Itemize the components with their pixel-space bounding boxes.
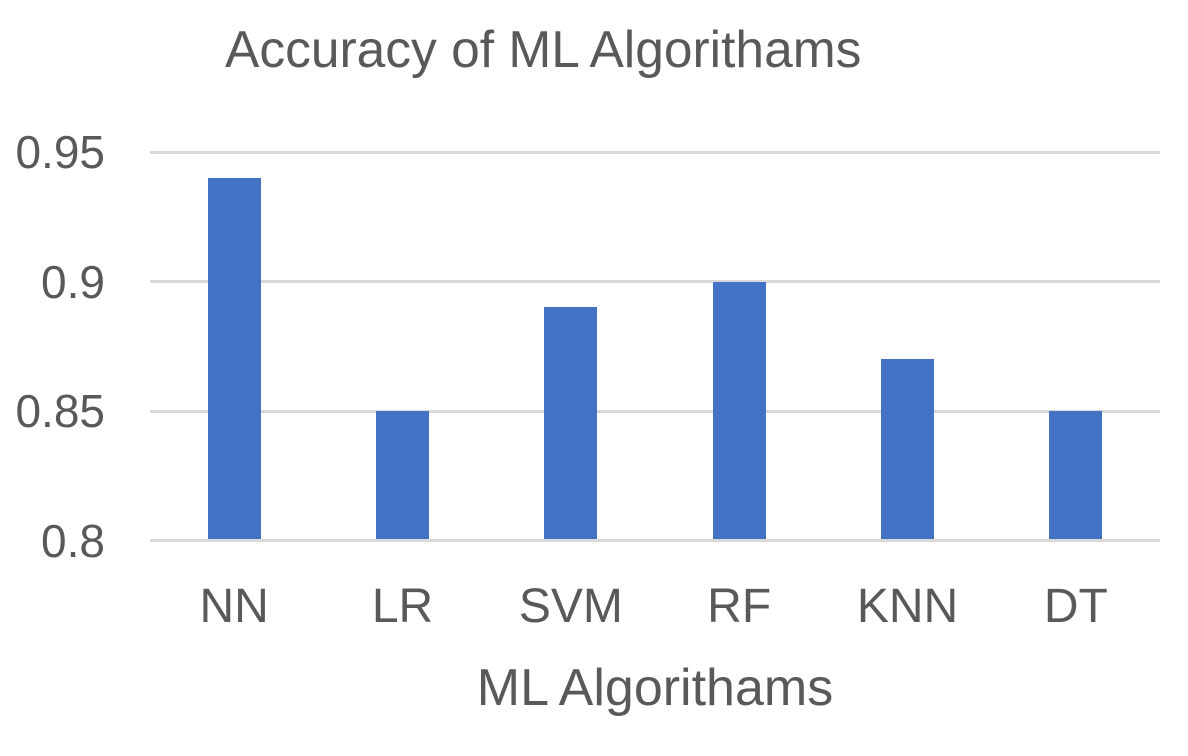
x-tick-label-NN: NN [199, 580, 269, 633]
y-tick-label-0.95: 0.95 [15, 126, 105, 178]
bar-KNN [881, 359, 934, 539]
bar-LR [376, 411, 429, 539]
bar-NN [207, 177, 261, 539]
bar-SVM [544, 307, 598, 539]
y-tick-label-0.85: 0.85 [15, 385, 105, 437]
y-tick-label-0.9: 0.9 [41, 255, 105, 308]
chart-title: Accuracy of ML Algorithams [225, 20, 862, 78]
gridline-0.9 [150, 280, 1160, 283]
x-tick-label-SVM: SVM [518, 580, 623, 633]
gridline-0.8 [150, 539, 1160, 542]
y-tick-label-0.8: 0.8 [41, 514, 105, 567]
bar-RF [712, 281, 766, 539]
gridline-0.95 [150, 150, 1160, 154]
bar-DT [1049, 411, 1103, 539]
x-tick-label-DT: DT [1043, 580, 1108, 633]
gridline-0.85 [150, 409, 1160, 413]
x-tick-label-RF: RF [707, 580, 772, 633]
x-axis-title: ML Algorithams [476, 659, 834, 717]
x-tick-label-LR: LR [371, 580, 434, 633]
x-tick-label-KNN: KNN [856, 580, 959, 633]
